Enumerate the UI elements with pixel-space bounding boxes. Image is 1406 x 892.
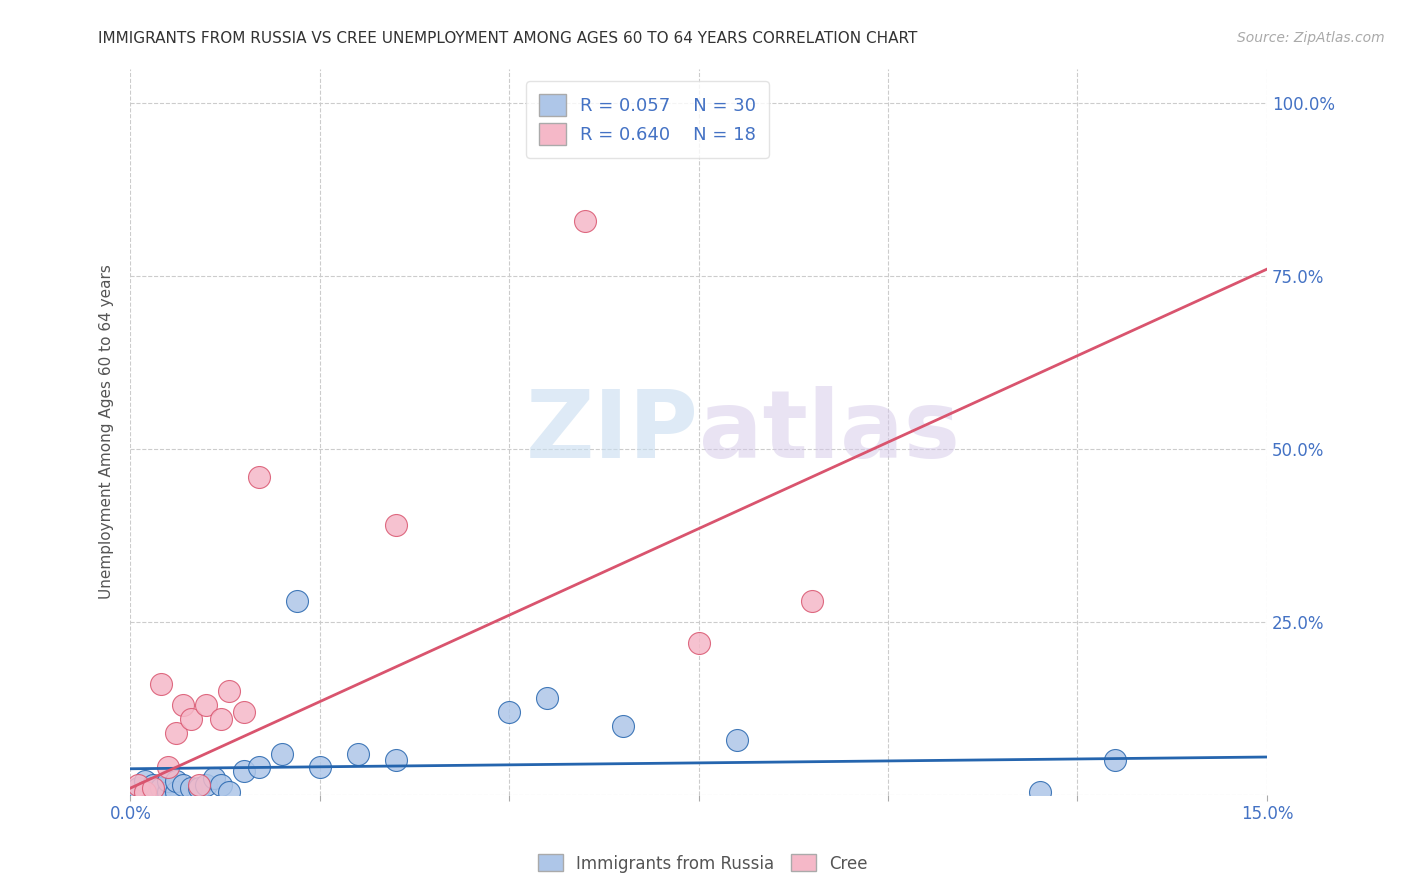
Point [218,684,240,698]
Text: IMMIGRANTS FROM RUSSIA VS CREE UNEMPLOYMENT AMONG AGES 60 TO 64 YEARS CORRELATIO: IMMIGRANTS FROM RUSSIA VS CREE UNEMPLOYM… [98,31,918,46]
Point [187,781,209,796]
Point [209,712,232,726]
Point [187,778,209,792]
Point [172,698,194,712]
Point [247,469,270,483]
Point [801,594,824,608]
Point [1104,754,1126,768]
Point [574,213,596,227]
Legend: R = 0.057    N = 30, R = 0.640    N = 18: R = 0.057 N = 30, R = 0.640 N = 18 [526,81,769,158]
Point [180,712,202,726]
Point [165,774,187,789]
Point [202,771,225,785]
Y-axis label: Unemployment Among Ages 60 to 64 years: Unemployment Among Ages 60 to 64 years [100,264,114,599]
Point [195,778,218,792]
Point [612,719,634,733]
Point [270,747,292,761]
Point [247,760,270,774]
Point [180,781,202,796]
Point [149,677,172,691]
Point [172,778,194,792]
Point [1028,784,1050,798]
Point [498,705,520,719]
Point [134,774,156,789]
Point [127,781,149,796]
Point [233,764,256,778]
Point [134,784,156,798]
Point [688,636,710,650]
Point [384,754,406,768]
Point [165,784,187,798]
Point [157,760,180,774]
Point [157,784,180,798]
Point [157,774,180,789]
Legend: Immigrants from Russia, Cree: Immigrants from Russia, Cree [531,847,875,880]
Point [233,705,256,719]
Point [142,781,165,796]
Point [195,698,218,712]
Point [209,778,232,792]
Point [218,784,240,798]
Point [127,778,149,792]
Text: Source: ZipAtlas.com: Source: ZipAtlas.com [1237,31,1385,45]
Point [536,691,558,706]
Point [142,778,165,792]
Text: ZIP: ZIP [526,386,699,478]
Point [384,518,406,533]
Text: atlas: atlas [699,386,960,478]
Point [308,760,330,774]
Point [285,594,308,608]
Point [346,747,368,761]
Point [165,726,187,740]
Point [142,784,165,798]
Point [149,781,172,796]
Point [134,784,156,798]
Point [725,732,748,747]
